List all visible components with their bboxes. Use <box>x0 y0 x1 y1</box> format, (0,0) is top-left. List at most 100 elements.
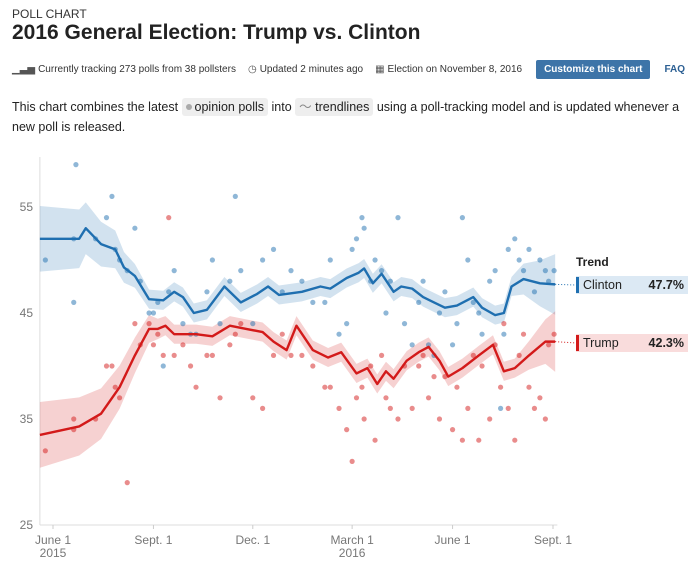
clinton-poll-point <box>420 278 426 284</box>
legend-clinton[interactable]: Clinton 47.7% <box>576 276 688 294</box>
trump-poll-point <box>336 405 342 411</box>
clinton-poll-point <box>487 278 493 284</box>
trump-poll-point <box>71 416 77 422</box>
trump-poll-point <box>454 384 460 390</box>
trump-poll-point <box>116 395 123 401</box>
customize-chart-button[interactable]: Customize this chart <box>536 60 651 79</box>
trump-poll-point <box>531 405 538 411</box>
clinton-poll-point <box>497 405 504 411</box>
clinton-poll-point <box>109 193 115 199</box>
trump-poll-point <box>180 342 186 348</box>
trump-poll-point <box>505 405 511 411</box>
legend-value: 47.7% <box>648 278 684 292</box>
page-title: 2016 General Election: Trump vs. Clinton <box>12 21 421 44</box>
clinton-poll-point <box>416 299 422 305</box>
y-tick-label: 35 <box>20 412 34 426</box>
clinton-poll-point <box>442 289 448 295</box>
clinton-poll-point <box>227 278 233 284</box>
calendar-icon: ▦ <box>375 64 385 75</box>
trump-poll-point <box>526 384 532 390</box>
clinton-poll-point <box>327 257 333 263</box>
trump-poll-point <box>124 480 130 486</box>
trump-poll-point <box>516 352 522 358</box>
trump-poll-point <box>501 321 507 327</box>
clinton-poll-point <box>232 193 238 199</box>
trump-poll-point <box>103 363 110 369</box>
trump-poll-point <box>146 321 152 327</box>
clinton-poll-point <box>449 342 456 348</box>
trump-poll-point <box>379 352 385 358</box>
trump-poll-point <box>359 384 365 390</box>
clinton-poll-point <box>310 299 316 305</box>
opinion-polls-chip: opinion polls <box>181 98 269 116</box>
clinton-poll-point <box>526 246 532 252</box>
clinton-poll-point <box>401 321 408 327</box>
trump-poll-point <box>512 437 518 443</box>
trump-poll-point <box>42 448 48 454</box>
trump-poll-point <box>465 405 471 411</box>
legend-value: 42.3% <box>648 336 684 350</box>
legend-trump[interactable]: Trump 42.3% <box>576 334 688 352</box>
meta-bar: ▁▃▅ Currently tracking 273 polls from 38 … <box>12 60 685 79</box>
faq-link[interactable]: FAQ <box>664 64 685 75</box>
trump-poll-point <box>487 416 493 422</box>
trump-poll-point <box>479 363 485 369</box>
updated-text: Updated 2 minutes ago <box>259 64 364 75</box>
trump-poll-point <box>349 458 355 464</box>
clinton-swatch <box>576 277 579 293</box>
x-tick-label: June 1 <box>35 533 71 547</box>
clinton-poll-point <box>465 257 471 263</box>
clinton-poll-point <box>42 257 48 263</box>
trump-poll-point <box>279 331 285 337</box>
trump-poll-point <box>459 437 465 443</box>
clinton-poll-point <box>180 321 186 327</box>
clinton-poll-point <box>361 225 367 231</box>
trump-poll-point <box>260 405 266 411</box>
tracking-text: Currently tracking 273 polls from 38 pol… <box>38 64 236 75</box>
trump-poll-point <box>476 437 482 443</box>
clinton-poll-point <box>288 268 294 274</box>
clinton-poll-point <box>132 225 138 231</box>
trump-poll-point <box>322 384 328 390</box>
x-tick-label: March 1 <box>330 533 374 547</box>
trump-poll-point <box>551 331 557 337</box>
clinton-poll-point <box>383 310 389 316</box>
clinton-poll-point <box>73 162 79 168</box>
y-tick-label: 55 <box>20 200 34 214</box>
clinton-poll-point <box>512 236 518 242</box>
trump-poll-point <box>217 395 223 401</box>
clinton-poll-point <box>238 268 244 274</box>
trump-poll-point <box>166 215 172 221</box>
clinton-poll-point <box>204 289 210 295</box>
trump-poll-point <box>542 416 548 422</box>
trump-poll-point <box>520 331 527 337</box>
clinton-poll-point <box>217 321 223 327</box>
clinton-poll-point <box>459 215 465 221</box>
clinton-poll-point <box>349 246 355 252</box>
bar-chart-icon: ▁▃▅ <box>12 64 36 75</box>
trump-poll-point <box>387 405 393 411</box>
clinton-poll-point <box>436 310 443 316</box>
clinton-trendline <box>39 226 556 317</box>
trump-poll-point <box>383 395 389 401</box>
clinton-poll-point <box>425 342 432 348</box>
trump-poll-point <box>368 363 374 369</box>
trump-poll-point <box>299 352 305 358</box>
trump-poll-point <box>193 384 199 390</box>
desc-text: into <box>271 100 292 114</box>
clinton-poll-point <box>476 310 482 316</box>
trump-poll-point <box>204 352 210 358</box>
clinton-poll-point <box>160 363 166 369</box>
clinton-poll-point <box>551 268 557 274</box>
trump-poll-point <box>209 352 215 358</box>
trump-poll-point <box>416 363 422 369</box>
trump-poll-point <box>497 384 504 390</box>
x-tick-year: 2015 <box>40 546 67 560</box>
x-tick-year: 2016 <box>339 546 366 560</box>
trump-poll-point <box>395 416 401 422</box>
trump-poll-point <box>232 331 238 337</box>
x-tick-label: Sept. 1 <box>534 533 572 547</box>
legend-name: Trump <box>583 336 619 350</box>
trump-poll-point <box>155 331 161 337</box>
